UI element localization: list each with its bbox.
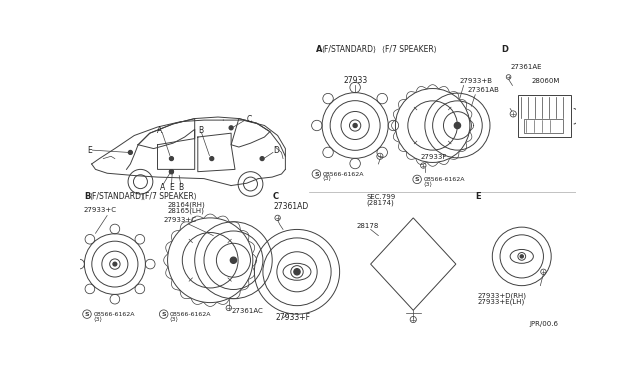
- Circle shape: [454, 122, 461, 129]
- Text: 27361AD: 27361AD: [274, 202, 309, 211]
- Text: B: B: [84, 192, 90, 201]
- Text: 27933+E(LH): 27933+E(LH): [477, 298, 525, 305]
- Text: ⟨3⟩: ⟨3⟩: [170, 317, 179, 322]
- Text: ⟨F/7 SPEAKER⟩: ⟨F/7 SPEAKER⟩: [142, 192, 196, 201]
- Circle shape: [520, 255, 524, 258]
- Text: JPR/00.6: JPR/00.6: [529, 321, 559, 327]
- Text: 27933+F: 27933+F: [275, 313, 310, 322]
- Text: A: A: [160, 183, 166, 192]
- Circle shape: [113, 262, 116, 266]
- Text: 27933+B: 27933+B: [460, 78, 493, 84]
- Text: 28164(RH): 28164(RH): [168, 201, 205, 208]
- Text: A: A: [316, 45, 323, 54]
- Text: E: E: [169, 183, 174, 192]
- Text: C: C: [272, 192, 278, 201]
- Circle shape: [353, 124, 357, 128]
- Circle shape: [230, 257, 237, 263]
- Text: ⟨3⟩: ⟨3⟩: [93, 317, 102, 322]
- Circle shape: [294, 269, 300, 275]
- Circle shape: [229, 126, 233, 130]
- Circle shape: [129, 151, 132, 154]
- Text: 27361AC: 27361AC: [231, 308, 263, 314]
- Text: D: D: [273, 147, 279, 155]
- Text: E: E: [87, 145, 92, 155]
- Circle shape: [260, 157, 264, 161]
- Circle shape: [170, 157, 173, 161]
- Text: 27933+D(RH): 27933+D(RH): [477, 292, 527, 299]
- Text: C: C: [246, 115, 252, 124]
- Text: 27361AB: 27361AB: [467, 87, 499, 93]
- Text: 28165(LH): 28165(LH): [168, 208, 204, 214]
- Text: 08566-6162A: 08566-6162A: [323, 171, 364, 176]
- Text: 28178: 28178: [356, 223, 379, 229]
- Text: 27933+C: 27933+C: [164, 217, 196, 223]
- Text: D: D: [501, 45, 508, 54]
- Circle shape: [210, 157, 214, 161]
- Bar: [524, 119, 563, 133]
- Text: 27933: 27933: [343, 76, 367, 85]
- Text: (28174): (28174): [367, 200, 394, 206]
- Text: 27933+C: 27933+C: [84, 208, 117, 214]
- Text: S: S: [314, 171, 319, 176]
- Circle shape: [170, 170, 173, 174]
- Text: S: S: [84, 312, 90, 317]
- Text: 08566-6162A: 08566-6162A: [170, 312, 211, 317]
- Bar: [518, 95, 571, 137]
- Circle shape: [170, 170, 173, 174]
- Text: ⟨F/STANDARD⟩: ⟨F/STANDARD⟩: [90, 192, 144, 201]
- Text: SEC.799: SEC.799: [367, 194, 396, 200]
- Text: E: E: [476, 192, 481, 201]
- Text: 28060M: 28060M: [532, 78, 560, 84]
- Text: 27361AE: 27361AE: [510, 64, 541, 70]
- Text: ⟨3⟩: ⟨3⟩: [323, 176, 332, 181]
- Text: B: B: [198, 126, 204, 135]
- Text: B: B: [178, 183, 183, 192]
- Text: S: S: [161, 312, 166, 317]
- Text: ⟨F/7 SPEAKER⟩: ⟨F/7 SPEAKER⟩: [382, 45, 437, 54]
- Text: 08566-6162A: 08566-6162A: [423, 177, 465, 182]
- Text: S: S: [415, 177, 419, 182]
- Text: ⟨F/STANDARD⟩: ⟨F/STANDARD⟩: [322, 45, 377, 54]
- Text: 08566-6162A: 08566-6162A: [93, 312, 134, 317]
- Text: ⟨3⟩: ⟨3⟩: [423, 181, 433, 187]
- Text: 27933F: 27933F: [421, 154, 447, 160]
- Text: A: A: [157, 126, 163, 135]
